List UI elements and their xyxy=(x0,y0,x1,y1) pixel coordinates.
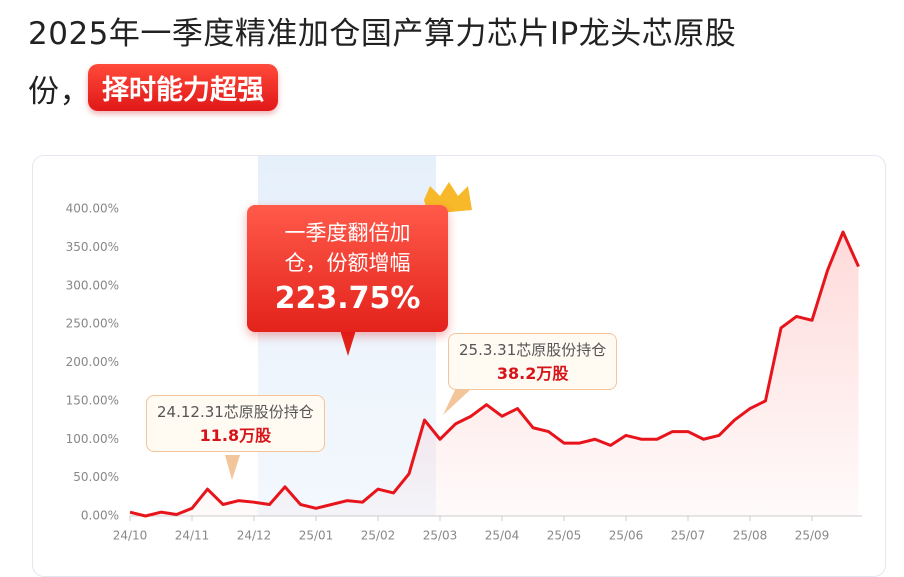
x-tick-label: 25/02 xyxy=(361,529,396,543)
chart: 0.00% 50.00% 100.00% 150.00% 200.00% 250.00% 3… xyxy=(66,156,862,543)
y-tick-label: 0.00% xyxy=(81,509,119,523)
callout-pointer xyxy=(340,330,356,356)
callout: 24.12.31芯原股份持仓 11.8万股 xyxy=(146,395,325,452)
y-tick-label: 50.00% xyxy=(73,470,119,484)
page: 2025年一季度精准加仓国产算力芯片IP龙头芯原股 份， 择时能力超强 0.00… xyxy=(28,16,886,577)
badge: 择时能力超强 xyxy=(88,64,278,111)
y-tick-label: 250.00% xyxy=(66,317,119,331)
x-tick-label: 24/10 xyxy=(113,529,148,543)
title-line: 2025年一季度精准加仓国产算力芯片IP龙头芯原股 xyxy=(28,16,737,52)
y-tick-label: 350.00% xyxy=(66,240,119,254)
y-tick-label: 300.00% xyxy=(66,278,119,292)
callout-text: 25.3.31芯原股份持仓 xyxy=(459,341,607,359)
y-tick-label: 200.00% xyxy=(66,355,119,369)
y-tick-label: 150.00% xyxy=(66,393,119,407)
callout-value: 223.75% xyxy=(274,281,421,316)
callout-value: 11.8万股 xyxy=(199,426,272,445)
x-tick-label: 25/05 xyxy=(547,529,582,543)
line xyxy=(129,230,860,518)
callout-text: 24.12.31芯原股份持仓 xyxy=(157,403,314,421)
x-tick-label: 24/12 xyxy=(237,529,272,543)
x-tick-label: 25/03 xyxy=(423,529,458,543)
x-tick-label: 25/01 xyxy=(299,529,334,543)
x-tick-label: 25/08 xyxy=(733,529,768,543)
callout: 一季度翻倍加 仓，份额增幅 223.75% xyxy=(247,205,448,332)
x-tick-label: 24/11 xyxy=(175,529,210,543)
callout-text: 一季度翻倍加 xyxy=(284,221,411,245)
callout-pointer xyxy=(443,390,470,415)
callout: 25.3.31芯原股份持仓 38.2万股 xyxy=(448,333,618,390)
title-line: 份， xyxy=(28,74,91,110)
callout-value: 38.2万股 xyxy=(496,364,569,383)
callout-text: 仓，份额增幅 xyxy=(284,251,411,275)
y-tick-label: 100.00% xyxy=(66,432,119,446)
x-tick-label: 25/09 xyxy=(795,529,830,543)
y-tick-label: 400.00% xyxy=(66,202,119,216)
x-tick-label: 25/07 xyxy=(671,529,706,543)
x-tick-label: 25/04 xyxy=(485,529,520,543)
x-tick-label: 25/06 xyxy=(609,529,644,543)
line-area xyxy=(130,232,859,516)
callout-pointer xyxy=(225,455,240,480)
